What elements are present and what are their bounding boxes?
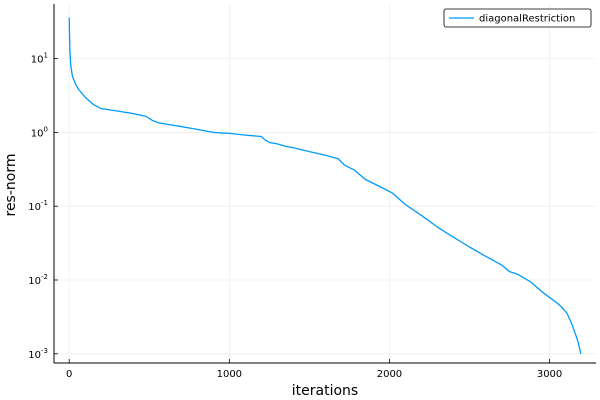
- y-tick-label: 100: [31, 125, 48, 139]
- legend: diagonalRestriction: [443, 8, 592, 28]
- y-axis-label: res-norm: [3, 154, 19, 217]
- y-tick-label: 10-1: [28, 199, 48, 213]
- legend-box: [443, 8, 592, 28]
- x-tick-label: 0: [66, 369, 72, 380]
- axes-frame: [53, 4, 596, 364]
- y-axis-ticks: 10-3 10-2 10-1 100 101: [28, 52, 58, 361]
- x-axis-ticks: 0 1000 2000 3000: [66, 359, 562, 380]
- y-tick-label: 10-3: [28, 347, 48, 361]
- x-axis-label: iterations: [292, 383, 358, 399]
- x-tick-label: 2000: [377, 369, 402, 380]
- series-lines: [68, 17, 582, 354]
- series-line-diagonalRestriction: [68, 17, 582, 354]
- x-tick-label: 1000: [217, 369, 242, 380]
- y-tick-label: 101: [31, 52, 48, 66]
- grid: [54, 4, 596, 363]
- x-tick-label: 3000: [537, 369, 562, 380]
- legend-label: diagonalRestriction: [479, 14, 575, 25]
- y-tick-label: 10-2: [28, 273, 48, 287]
